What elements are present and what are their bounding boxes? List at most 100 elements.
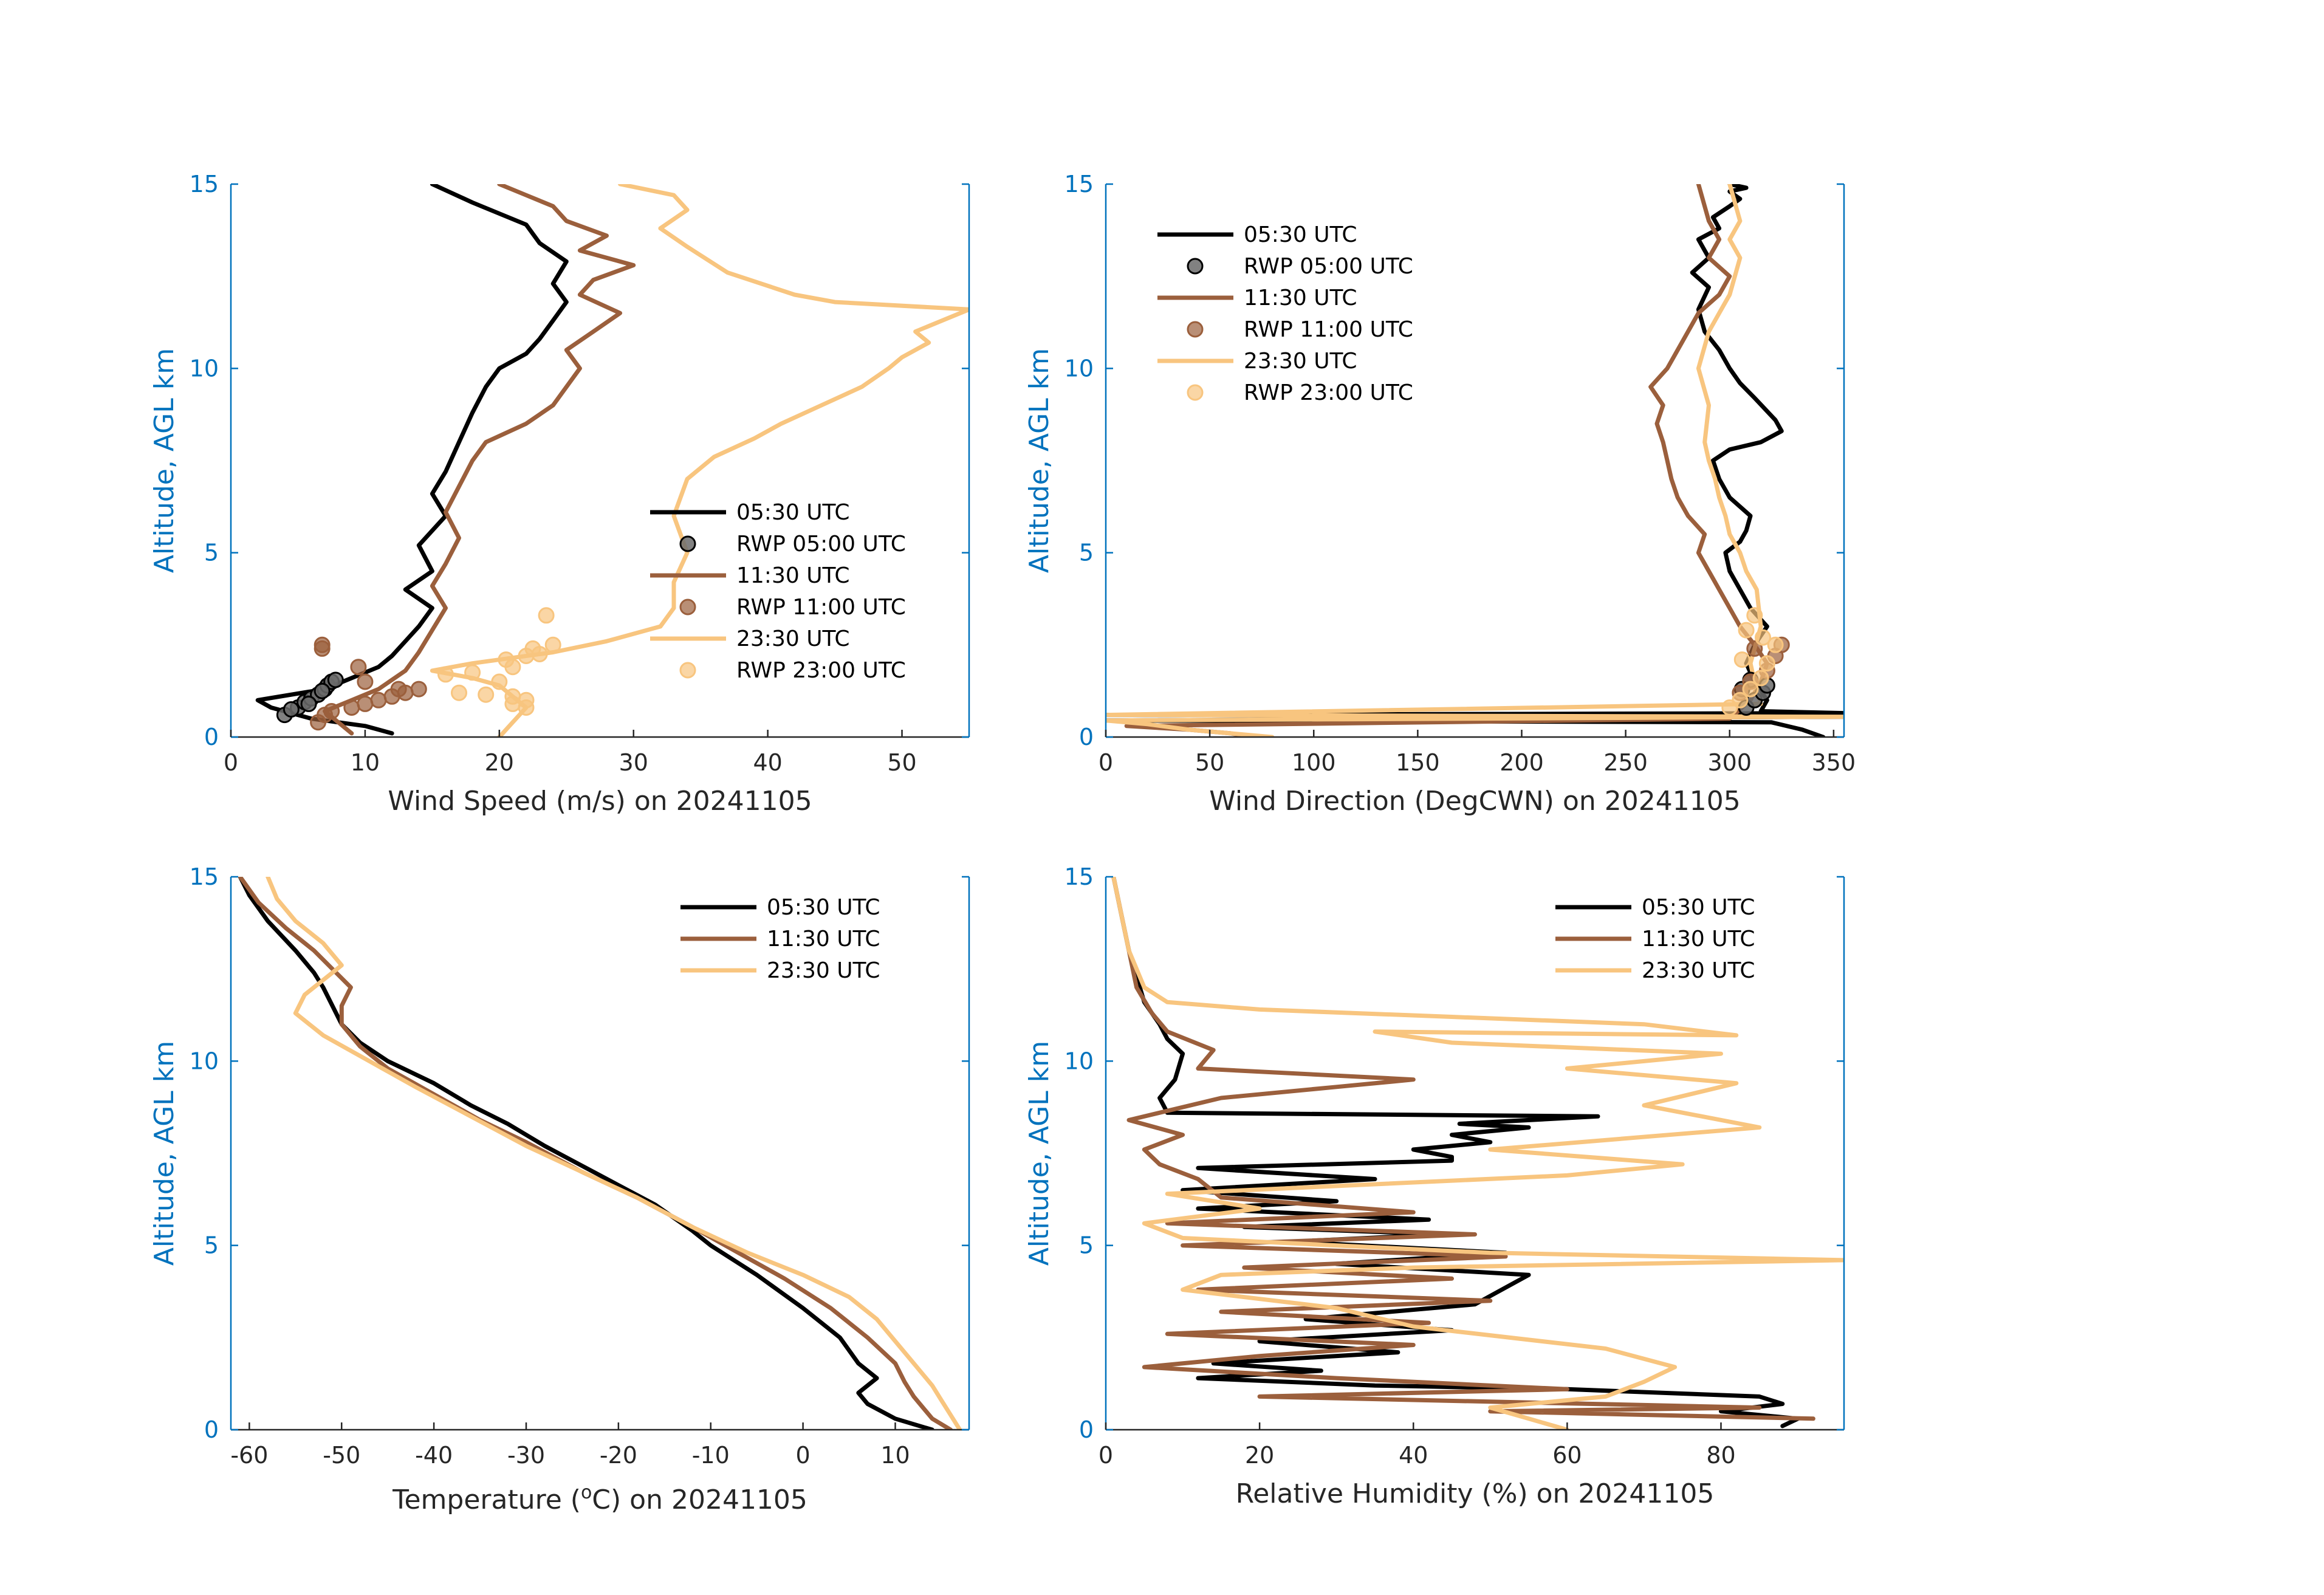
xlabel-temperature: Temperature (oC) on 20241105: [392, 1482, 807, 1516]
panel-wind-speed: 0 5 10 15 0 10 20 30 40 50 Wind Speed (m/s) on 20…: [149, 171, 970, 817]
legend-label: 23:30 UTC: [1244, 349, 1357, 374]
rwp-marker: [1733, 651, 1750, 668]
rwp-marker: [350, 659, 367, 676]
rwp-marker: [538, 607, 555, 624]
xlabel-relative-humidity: Relative Humidity (%) on 20241105: [1236, 1478, 1715, 1509]
y-tick-label: 0: [204, 724, 219, 750]
x-tick-label: 200: [1500, 749, 1544, 776]
legend-marker: [679, 599, 696, 616]
legend-relative-humidity: 05:30 UTC 11:30 UTC 23:30 UTC: [1555, 895, 1755, 983]
x-tick-label: -60: [230, 1442, 268, 1469]
x-tick-label: 0: [796, 1442, 811, 1469]
legend-marker: [679, 662, 696, 679]
y-tick-label: 15: [1064, 863, 1094, 890]
rwp-marker: [504, 659, 521, 676]
legend-label: RWP 11:00 UTC: [736, 595, 906, 620]
legend-label: 23:30 UTC: [736, 626, 850, 651]
series-line-23-30-utc: [1106, 184, 1844, 737]
x-tick-label: 20: [1245, 1442, 1274, 1469]
rwp-marker: [491, 673, 508, 690]
rwp-marker: [1755, 629, 1771, 646]
legend-wind-speed: 05:30 UTC RWP 05:00 UTC 11:30 UTC RWP 11:00…: [650, 500, 906, 683]
rwp-marker: [544, 636, 561, 653]
y-tick-label: 15: [190, 171, 219, 197]
rwp-marker: [314, 682, 331, 699]
legend-label: RWP 05:00 UTC: [736, 532, 906, 557]
rwp-marker: [327, 671, 344, 688]
y-tick-label: 0: [204, 1416, 219, 1443]
legend-label: 05:30 UTC: [736, 500, 850, 525]
x-tick-label: 250: [1603, 749, 1648, 776]
x-tick-label: -20: [600, 1442, 637, 1469]
legend-marker: [1187, 321, 1204, 338]
legend-label: 11:30 UTC: [1244, 286, 1357, 310]
rwp-marker: [323, 703, 340, 719]
legend-label: 23:30 UTC: [767, 958, 880, 983]
rwp-marker: [478, 686, 495, 703]
rwp-marker: [314, 636, 331, 653]
legend-label: 11:30 UTC: [1642, 927, 1755, 952]
series-line-05-30-utc: [1106, 184, 1844, 737]
x-tick-label: 350: [1812, 749, 1856, 776]
rwp-marker: [518, 648, 535, 664]
x-tick-label: 10: [351, 749, 380, 776]
xlabel-temperature-part1: Temperature (: [392, 1484, 581, 1515]
x-tick-label: -10: [692, 1442, 730, 1469]
legend-label: RWP 05:00 UTC: [1244, 254, 1413, 279]
x-tick-label: 30: [619, 749, 648, 776]
ylabel-relative-humidity: Altitude, AGL km: [1024, 1041, 1055, 1266]
legend-wind-direction: 05:30 UTC RWP 05:00 UTC 11:30 UTC RWP 11:00…: [1157, 222, 1413, 405]
rwp-marker: [357, 695, 374, 712]
legend-label: 23:30 UTC: [1642, 958, 1755, 983]
y-tick-label: 10: [190, 355, 219, 382]
y-tick-label: 15: [1064, 171, 1094, 197]
x-tick-label: 0: [1099, 1442, 1113, 1469]
y-tick-label: 5: [1079, 540, 1094, 566]
rwp-marker: [518, 699, 535, 716]
x-tick-label: 300: [1707, 749, 1752, 776]
legend-label: 11:30 UTC: [736, 563, 850, 588]
rwp-marker: [464, 664, 481, 681]
rwp-marker: [300, 695, 317, 712]
y-tick-label: 0: [1079, 724, 1094, 750]
series-line-23-30-utc: [1111, 877, 1844, 1430]
rwp-marker: [1742, 681, 1759, 698]
rwp-marker: [1732, 691, 1749, 708]
x-tick-label: 50: [887, 749, 916, 776]
y-tick-label: 10: [190, 1048, 219, 1074]
legend-marker: [1187, 258, 1204, 275]
x-tick-label: 80: [1706, 1442, 1735, 1469]
x-tick-label: -30: [507, 1442, 545, 1469]
rwp-marker: [370, 691, 387, 708]
rwp-marker: [1767, 636, 1784, 653]
series-line-11-30-utc: [1111, 877, 1815, 1421]
rwp-marker: [451, 684, 467, 701]
y-tick-label: 0: [1079, 1416, 1094, 1443]
rwp-marker: [1738, 622, 1755, 639]
rwp-marker: [1746, 607, 1763, 624]
rwp-marker: [410, 681, 427, 698]
legend-label: 11:30 UTC: [767, 927, 880, 952]
ylabel-temperature: Altitude, AGL km: [149, 1041, 180, 1266]
x-tick-label: 20: [485, 749, 514, 776]
legend-label: 05:30 UTC: [1642, 895, 1755, 920]
rwp-marker: [437, 666, 454, 683]
y-tick-label: 15: [190, 863, 219, 890]
y-tick-label: 5: [204, 540, 219, 566]
x-tick-label: 60: [1552, 1442, 1582, 1469]
series-line-23-30-utc: [266, 877, 962, 1430]
panel-temperature: 0 5 10 15 -60 -50 -40 -30 -20 -10 0 10 Temperature …: [149, 863, 970, 1516]
ylabel-wind-speed: Altitude, AGL km: [149, 348, 180, 573]
x-tick-label: -40: [415, 1442, 453, 1469]
legend-label: 05:30 UTC: [767, 895, 880, 920]
legend-label: RWP 11:00 UTC: [1244, 317, 1413, 342]
x-tick-label: 40: [1399, 1442, 1428, 1469]
legend-label: RWP 23:00 UTC: [1244, 380, 1413, 405]
x-tick-label: 10: [880, 1442, 910, 1469]
panel-relative-humidity: 0 5 10 15 0 20 40 60 80 Relative Humidity (%) on…: [1024, 863, 1845, 1509]
legend-marker: [1187, 384, 1204, 401]
rwp-marker: [343, 699, 360, 716]
